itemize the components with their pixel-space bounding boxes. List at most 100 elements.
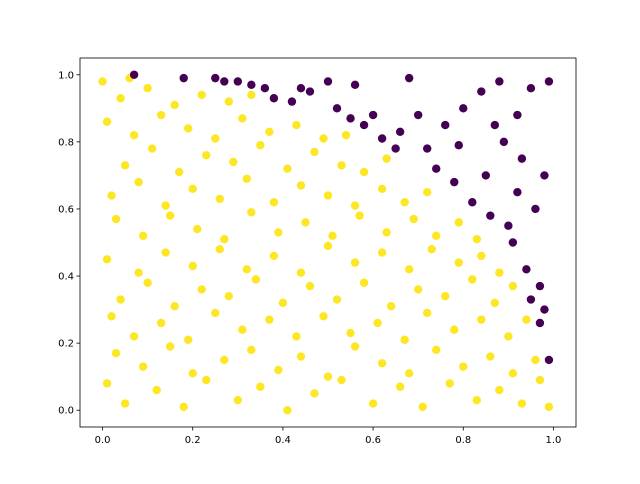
point	[129, 70, 139, 79]
point	[269, 251, 279, 261]
point	[432, 231, 441, 240]
point	[432, 164, 441, 173]
point	[274, 365, 283, 375]
point	[269, 198, 279, 207]
point	[441, 120, 450, 130]
point	[161, 248, 170, 257]
point	[423, 187, 432, 197]
point	[377, 184, 387, 194]
point	[156, 318, 166, 328]
point	[138, 231, 148, 240]
point	[526, 295, 536, 304]
point	[468, 275, 477, 284]
point	[152, 385, 161, 395]
point	[247, 90, 256, 100]
point	[513, 110, 522, 120]
y-tick-label: 1.0	[58, 70, 74, 81]
point	[355, 211, 364, 220]
point	[459, 104, 468, 113]
point	[102, 379, 112, 388]
point	[535, 318, 545, 328]
point	[400, 198, 409, 207]
point	[229, 157, 238, 167]
point	[193, 224, 202, 234]
point	[454, 218, 463, 227]
point	[540, 171, 549, 180]
point	[120, 399, 130, 408]
point	[445, 379, 454, 388]
x-tick-label: 0.4	[275, 435, 291, 446]
point	[544, 402, 554, 412]
x-tick-label: 0.6	[365, 435, 381, 446]
point	[441, 291, 450, 301]
point	[305, 87, 315, 96]
point	[508, 281, 518, 291]
point	[477, 315, 486, 324]
point	[179, 73, 188, 83]
x-tick-label: 0.2	[185, 435, 201, 446]
point	[278, 298, 288, 308]
point	[350, 201, 360, 210]
point	[310, 389, 319, 398]
point	[337, 375, 346, 385]
point	[517, 154, 527, 163]
point	[373, 318, 382, 328]
point	[323, 191, 333, 200]
point	[220, 77, 229, 86]
point	[138, 362, 148, 371]
point	[323, 241, 333, 251]
point	[269, 94, 279, 103]
point	[472, 395, 481, 405]
point	[328, 231, 337, 240]
point	[513, 187, 522, 197]
point	[332, 295, 342, 304]
point	[531, 355, 540, 365]
point	[111, 349, 121, 358]
point	[409, 214, 418, 224]
point	[319, 312, 328, 321]
point	[323, 372, 333, 381]
point	[346, 328, 355, 338]
point	[143, 83, 152, 93]
y-tick-label: 0.6	[58, 204, 74, 215]
point	[477, 87, 486, 96]
point	[427, 245, 436, 254]
point	[544, 355, 554, 365]
point	[260, 83, 270, 93]
point	[508, 369, 518, 378]
point	[359, 120, 369, 130]
point	[382, 154, 391, 163]
point	[359, 278, 369, 287]
point	[337, 161, 346, 170]
point	[368, 110, 378, 120]
point	[495, 77, 504, 86]
point	[170, 100, 179, 110]
point	[238, 114, 247, 123]
point	[165, 342, 175, 351]
point	[350, 258, 360, 267]
point	[202, 151, 211, 160]
point	[454, 258, 463, 267]
point	[517, 399, 527, 408]
point	[504, 332, 513, 341]
point	[129, 130, 139, 140]
point	[170, 302, 179, 311]
point	[404, 369, 414, 378]
point	[526, 83, 536, 93]
point	[283, 164, 292, 173]
point	[454, 141, 463, 150]
point	[184, 335, 193, 344]
point	[256, 382, 265, 391]
point	[323, 77, 333, 86]
point	[107, 312, 116, 321]
point	[184, 124, 193, 133]
point	[211, 134, 220, 143]
point	[102, 117, 112, 126]
point	[359, 167, 369, 177]
point	[423, 308, 432, 318]
point	[535, 375, 545, 385]
point	[197, 285, 206, 294]
point	[238, 325, 247, 334]
point	[535, 281, 545, 291]
